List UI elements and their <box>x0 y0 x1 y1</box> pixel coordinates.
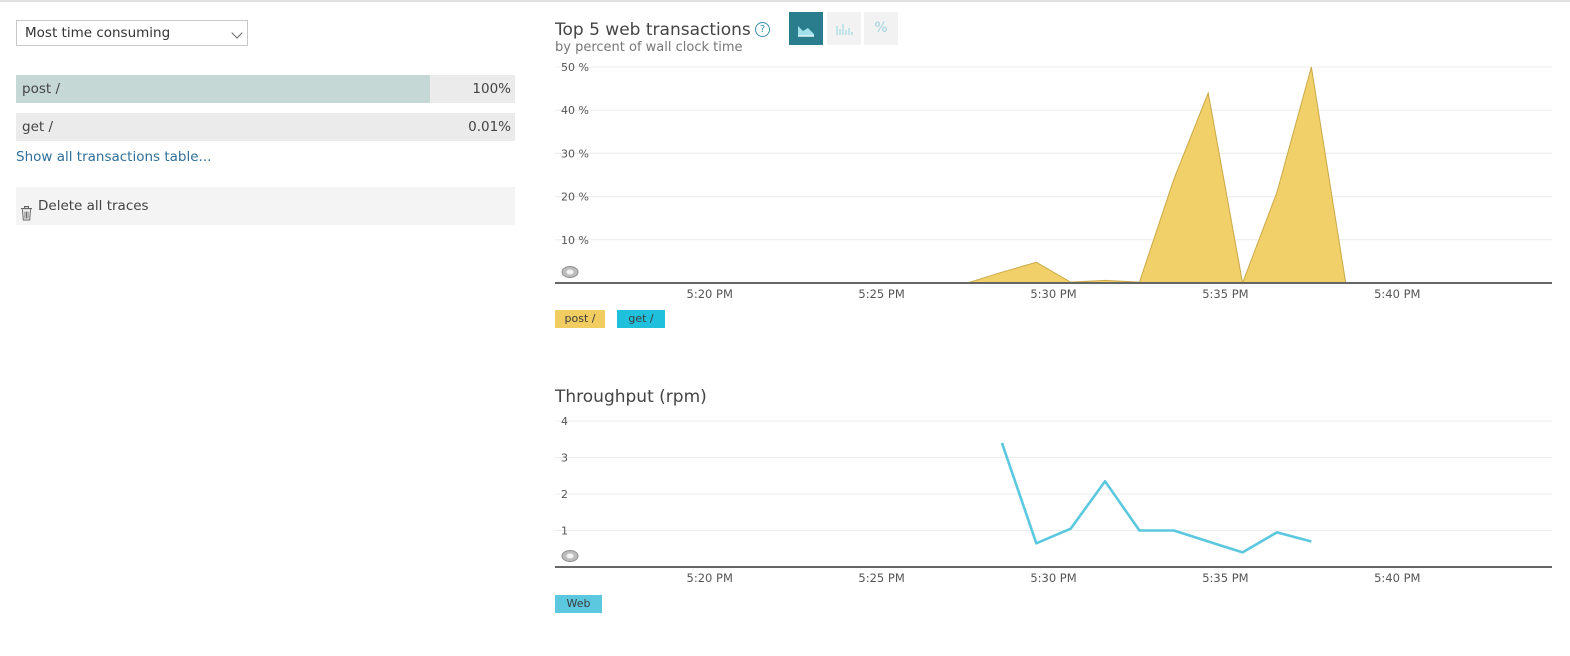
x-tick-label: 5:30 PM <box>1030 287 1076 301</box>
chart-subtitle: by percent of wall clock time <box>555 40 743 55</box>
legend-post-label: post / <box>564 312 596 325</box>
legend-post[interactable]: post / <box>555 310 605 328</box>
transactions-area-chart: 10 % 20 % 30 % 40 % 50 % 5:20 PM 5:25 PM 5:30 P… <box>555 61 1552 301</box>
trash-icon <box>20 198 33 236</box>
x-tick-label: 5:40 PM <box>1374 571 1420 585</box>
chart-title: Top 5 web transactions <box>555 20 751 40</box>
transaction-sort-select[interactable]: Most time consuming <box>16 20 248 46</box>
y-tick-label: 2 <box>561 488 568 501</box>
y-tick-label: 50 % <box>561 61 589 74</box>
x-tick-label: 5:20 PM <box>687 287 733 301</box>
transaction-sort-value: Most time consuming <box>25 25 171 41</box>
series-area-post <box>555 66 1552 285</box>
y-tick-label: 10 % <box>561 234 589 247</box>
legend-get-label: get / <box>628 312 654 325</box>
throughput-line-chart: 1 2 3 4 5:20 PM 5:25 PM 5:30 PM 5:35 PM 5:40 PM <box>555 415 1552 585</box>
chevron-down-icon <box>231 27 243 39</box>
percent-icon: % <box>874 20 888 36</box>
transaction-percent: 0.01% <box>468 119 511 135</box>
y-tick-label: 30 % <box>561 147 589 160</box>
zoom-reset-icon-inner <box>566 553 574 559</box>
transaction-row-get[interactable]: get / 0.01% <box>16 113 515 141</box>
legend-get[interactable]: get / <box>617 310 665 328</box>
x-tick-label: 5:35 PM <box>1202 571 1248 585</box>
delete-all-traces-label: Delete all traces <box>38 198 149 214</box>
transaction-share-bar <box>16 75 431 103</box>
y-tick-label: 4 <box>561 415 568 428</box>
x-tick-label: 5:20 PM <box>687 571 733 585</box>
legend-web-label: Web <box>566 597 591 610</box>
area-chart-icon <box>798 26 814 37</box>
bar-chart-icon <box>836 24 853 35</box>
zoom-reset-icon-inner <box>566 269 574 275</box>
x-tick-label: 5:35 PM <box>1202 287 1248 301</box>
bar-chart-view-button[interactable] <box>827 12 861 45</box>
x-tick-label: 5:40 PM <box>1374 287 1420 301</box>
y-tick-label: 3 <box>561 452 568 465</box>
x-tick-label: 5:25 PM <box>858 287 904 301</box>
series-line-web <box>1000 442 1312 554</box>
x-tick-label: 5:30 PM <box>1030 571 1076 585</box>
percent-view-button[interactable]: % <box>864 12 898 45</box>
transaction-name: post / <box>22 81 60 97</box>
delete-all-traces-button[interactable]: Delete all traces <box>16 187 515 225</box>
show-all-transactions-link[interactable]: Show all transactions table... <box>16 149 212 165</box>
help-icon[interactable]: ? <box>755 22 770 37</box>
area-chart-view-button[interactable] <box>789 12 823 45</box>
x-tick-label: 5:25 PM <box>858 571 904 585</box>
y-tick-label: 20 % <box>561 191 589 204</box>
y-tick-label: 40 % <box>561 104 589 117</box>
throughput-chart-title: Throughput (rpm) <box>555 387 707 407</box>
legend-web[interactable]: Web <box>555 595 602 613</box>
transaction-name: get / <box>22 119 54 135</box>
transaction-row-post[interactable]: post / 100% <box>16 75 515 103</box>
y-tick-label: 1 <box>561 525 568 538</box>
transaction-percent: 100% <box>472 81 511 97</box>
